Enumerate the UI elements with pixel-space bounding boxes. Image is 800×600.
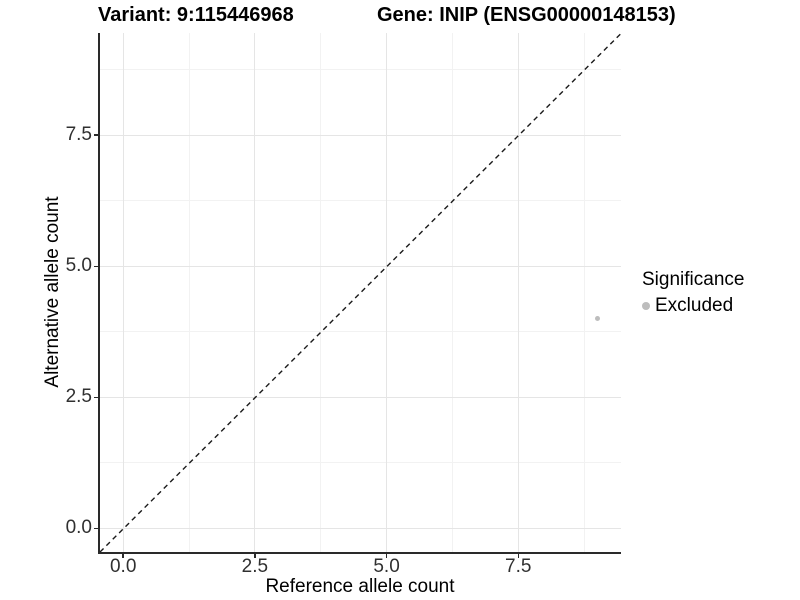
y-tick-mark	[93, 134, 98, 136]
y-tick-mark	[93, 396, 98, 399]
minor-gridline-horizontal	[99, 200, 621, 202]
minor-gridline-vertical	[188, 33, 190, 552]
x-tick-mark	[385, 553, 388, 558]
major-gridline-vertical	[386, 33, 388, 552]
y-tick-label: 7.5	[65, 124, 92, 146]
plot-title-gene: Gene: INIP (ENSG00000148153)	[377, 4, 676, 26]
major-gridline-horizontal	[99, 527, 621, 529]
y-tick-label: 0.0	[65, 517, 92, 539]
legend-point-icon	[642, 302, 650, 310]
y-axis-title: Alternative allele count	[42, 196, 63, 388]
x-tick-label: 5.0	[373, 556, 400, 577]
major-gridline-vertical	[122, 33, 124, 552]
x-tick-mark	[122, 553, 124, 558]
x-axis-line	[98, 552, 621, 554]
minor-gridline-horizontal	[99, 69, 621, 71]
legend: Significance Excluded	[642, 268, 744, 317]
data-point	[594, 315, 601, 322]
legend-entry: Excluded	[642, 295, 744, 317]
minor-gridline-vertical	[451, 33, 453, 552]
x-tick-mark	[517, 553, 520, 558]
x-axis-title: Reference allele count	[265, 576, 455, 597]
grid-layer	[99, 33, 621, 552]
plot-title-variant: Variant: 9:115446968	[98, 4, 294, 26]
x-tick-label: 2.5	[241, 556, 269, 577]
y-tick-mark	[93, 265, 98, 268]
x-tick-label: 7.5	[505, 556, 532, 577]
x-tick-mark	[254, 553, 256, 558]
plot-panel	[99, 33, 622, 552]
minor-gridline-vertical	[320, 33, 322, 552]
major-gridline-vertical	[517, 33, 519, 552]
major-gridline-horizontal	[99, 265, 621, 267]
major-gridline-horizontal	[99, 134, 621, 136]
minor-gridline-vertical	[583, 33, 585, 552]
x-tick-label: 0.0	[109, 556, 137, 577]
y-tick-mark	[93, 527, 98, 530]
minor-gridline-horizontal	[99, 331, 621, 333]
identity-line	[99, 33, 621, 552]
legend-entry-label: Excluded	[655, 295, 734, 316]
y-tick-label: 2.5	[65, 386, 92, 408]
y-axis-line	[98, 33, 100, 554]
minor-gridline-horizontal	[99, 462, 621, 464]
major-gridline-horizontal	[99, 396, 621, 398]
major-gridline-vertical	[254, 33, 256, 552]
points-layer	[100, 33, 622, 552]
legend-title: Significance	[642, 269, 745, 290]
y-tick-label: 5.0	[65, 255, 92, 277]
